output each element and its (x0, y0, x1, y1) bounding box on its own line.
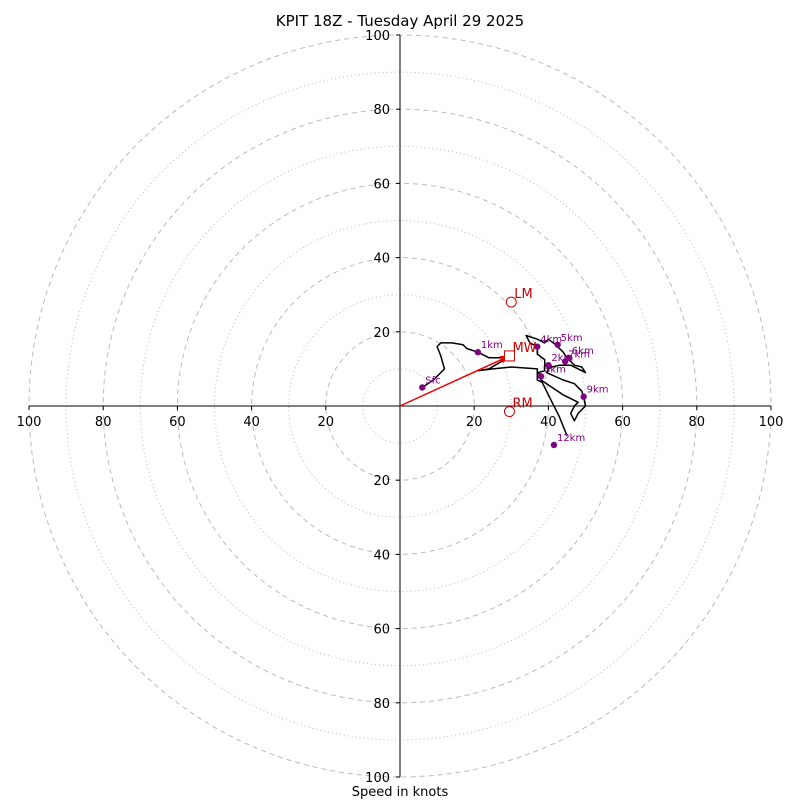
x-tick-label: 60 (169, 415, 186, 430)
x-tick-label: 100 (17, 415, 42, 430)
height-point (537, 373, 545, 380)
y-tick-label: 40 (373, 548, 390, 563)
height-label: 3km (544, 364, 566, 375)
height-label: 4km (540, 335, 562, 346)
x-tick-label: 40 (540, 415, 557, 430)
chart-title: KPIT 18Z - Tuesday April 29 2025 (276, 12, 524, 30)
height-point (534, 343, 541, 350)
x-tick-label: 80 (95, 415, 112, 430)
height-label: 5km (561, 333, 583, 344)
y-tick-label: 40 (373, 252, 390, 267)
y-tick-label: 60 (373, 623, 390, 638)
x-tick-label: 60 (614, 415, 631, 430)
storm-motion-arrow-group (399, 355, 510, 407)
height-point (561, 358, 569, 365)
height-label: 9km (587, 385, 609, 396)
storm-motion-label: LM (514, 287, 532, 302)
height-label: 12km (557, 433, 585, 444)
height-label: 6km (572, 346, 594, 357)
storm-motion-arrow (399, 355, 510, 407)
y-tick-labels: 100 80 60 40 20 20 40 60 80 100 (365, 29, 400, 786)
height-label: 1km (481, 340, 503, 351)
height-point (474, 349, 482, 356)
height-point (545, 361, 552, 369)
x-tick-labels: 100 80 60 40 20 20 40 60 80 100 (17, 406, 784, 430)
height-label: 7km (568, 349, 590, 360)
hodograph-trace-group (421, 334, 587, 436)
height-label: 2km (551, 353, 573, 364)
y-tick-label: 20 (373, 326, 390, 341)
height-label: Sfc (425, 375, 440, 386)
storm-motion-label: MW (512, 341, 536, 356)
height-point (580, 393, 587, 400)
y-tick-label: 80 (373, 697, 390, 712)
y-tick-label: 20 (373, 474, 390, 489)
x-tick-label: 100 (759, 415, 784, 430)
y-tick-label: 60 (373, 177, 390, 192)
x-tick-label: 20 (466, 415, 483, 430)
hodograph-trace (421, 334, 587, 436)
y-tick-label: 80 (373, 103, 390, 118)
mean-wind-marker (503, 350, 515, 362)
height-point (419, 384, 426, 391)
x-tick-label: 40 (243, 415, 260, 430)
storm-motion-marker (503, 406, 515, 418)
storm-motion-label: RM (512, 397, 532, 412)
x-axis-label: Speed in knots (352, 785, 449, 800)
x-tick-label: 20 (318, 415, 335, 430)
height-point (554, 341, 561, 348)
y-tick-label: 100 (365, 29, 390, 44)
height-point (550, 441, 558, 449)
y-tick-label: 100 (365, 771, 390, 786)
x-tick-label: 80 (689, 415, 706, 430)
storm-motion-marker (505, 296, 517, 308)
storm-motion-markers: LM RM MW (503, 287, 537, 418)
